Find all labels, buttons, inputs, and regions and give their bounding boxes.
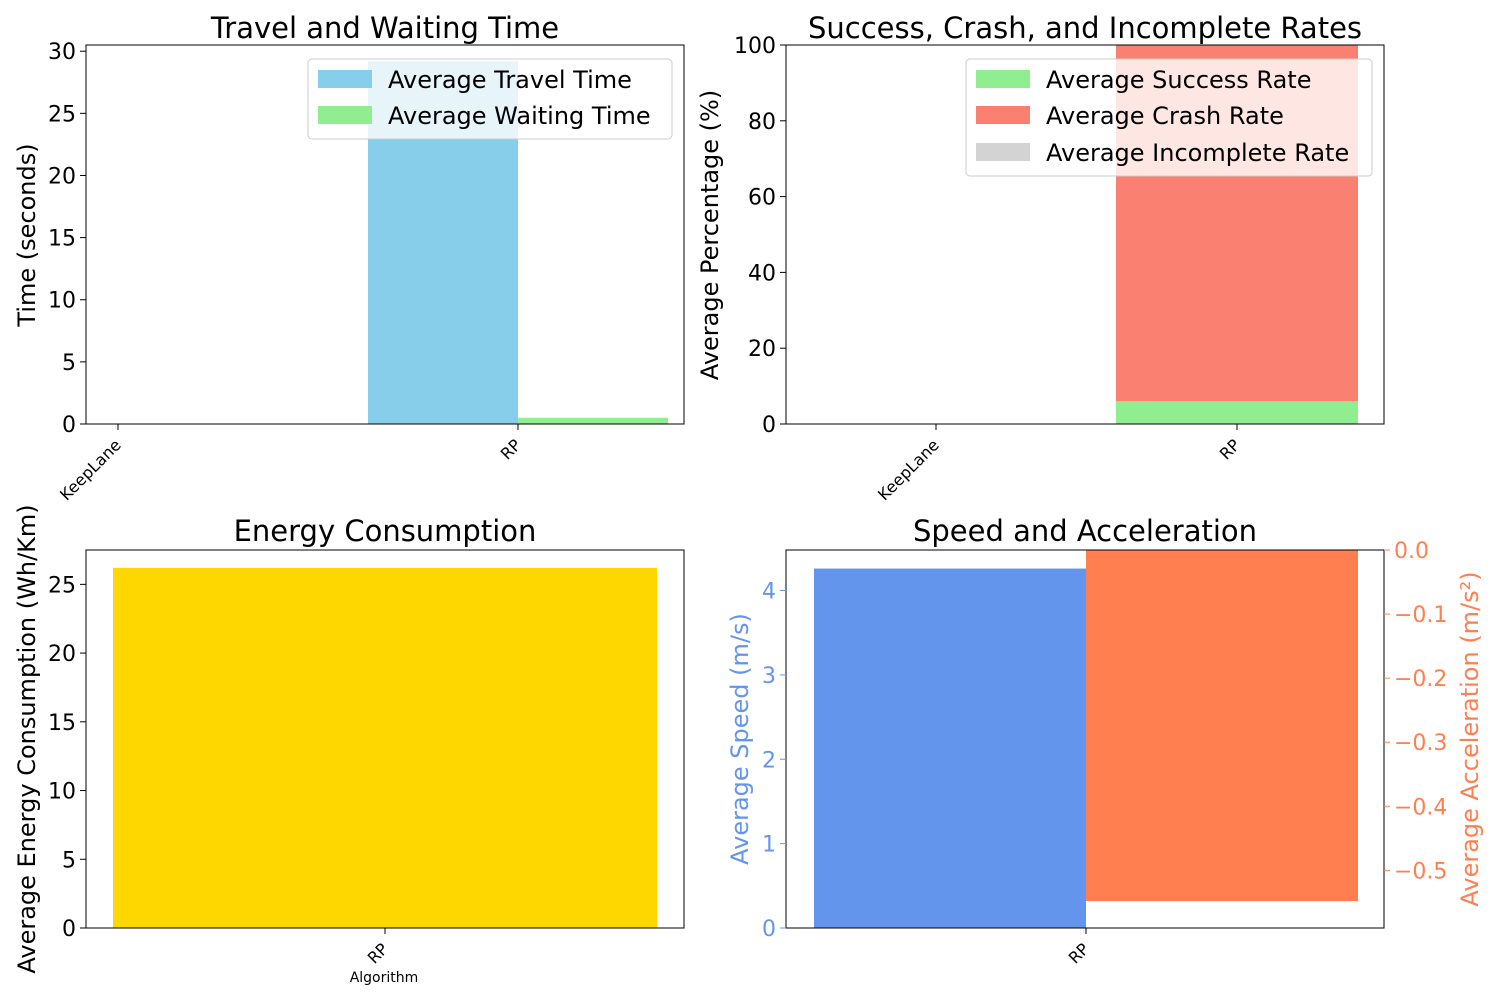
chart-title: Travel and Waiting Time xyxy=(210,11,559,45)
y-tick-label: 4 xyxy=(762,580,776,605)
y-tick-label: 20 xyxy=(48,642,76,667)
y-axis-label-left: Average Speed (m/s) xyxy=(726,613,754,865)
y-tick-label: 25 xyxy=(48,102,76,127)
y-tick-label: 80 xyxy=(748,110,776,135)
legend-swatch-success xyxy=(976,70,1030,88)
bar-RP-success xyxy=(1116,401,1358,424)
x-tick-label: RP xyxy=(364,939,392,967)
plot-frame xyxy=(785,44,1385,425)
y-tick-label: −0.4 xyxy=(1394,795,1447,820)
y-tick-label: 40 xyxy=(748,261,776,286)
y-tick-label: 2 xyxy=(762,748,776,773)
chart-title: Energy Consumption xyxy=(234,514,537,548)
y-tick-label: −0.3 xyxy=(1394,731,1447,756)
legend-swatch-crash xyxy=(976,106,1030,124)
y-tick-label: −0.1 xyxy=(1394,603,1447,628)
y-axis-label: Time (seconds) xyxy=(13,143,41,327)
legend-box xyxy=(965,58,1373,177)
bar-RP-speed xyxy=(814,568,1086,928)
legend-label-success: Average Success Rate xyxy=(1046,66,1311,94)
y-axis-label-right: Average Acceleration (m/s²) xyxy=(1456,571,1484,906)
speed-acceleration-chart: 0 1 2 3 4 0.0 −0.1 −0.2 −0.3 −0.4 −0.5 RP Speed a… xyxy=(726,514,1484,968)
y-tick-label: 15 xyxy=(48,711,76,736)
plot-frame xyxy=(85,44,685,425)
y-tick-label: 10 xyxy=(48,289,76,314)
legend-swatch-waiting xyxy=(318,106,372,124)
x-axis-label: Algorithm xyxy=(350,970,419,986)
legend: Average Travel Time Average Waiting Time xyxy=(307,58,673,140)
rates-chart: 0 20 40 60 80 100 KeepLane RP Success, Crash, … xyxy=(696,11,1385,504)
bar-RP-waiting xyxy=(518,417,668,424)
y-tick-label: 0 xyxy=(62,917,76,942)
y-tick-label: 5 xyxy=(62,351,76,376)
energy-chart: 0 5 10 15 20 25 RP Energy Consumption Average… xyxy=(13,504,685,986)
y-tick-label: 5 xyxy=(62,848,76,873)
y-tick-label: 3 xyxy=(762,664,776,689)
chart-title: Speed and Acceleration xyxy=(913,514,1257,548)
y-axis-label: Average Percentage (%) xyxy=(696,90,724,380)
y-tick-label: 20 xyxy=(748,337,776,362)
travel-waiting-chart: 0 5 10 15 20 25 30 KeepLane RP Travel and Waiti… xyxy=(13,11,685,504)
x-tick-label: RP xyxy=(1216,435,1244,463)
legend-swatch-incomplete xyxy=(976,143,1030,161)
x-tick-label: RP xyxy=(1065,939,1093,967)
y-tick-label: 20 xyxy=(48,164,76,189)
y-tick-label: −0.5 xyxy=(1394,859,1447,884)
y-tick-label: −0.2 xyxy=(1394,667,1447,692)
y-tick-label: 1 xyxy=(762,833,776,858)
y-tick-label: 0 xyxy=(762,413,776,438)
y-tick-label: 10 xyxy=(48,780,76,805)
y-tick-label: 0 xyxy=(62,413,76,438)
y-tick-label: 15 xyxy=(48,227,76,252)
y-tick-label: 60 xyxy=(748,186,776,211)
x-tick-label: KeepLane xyxy=(874,435,943,504)
x-tick-label: KeepLane xyxy=(56,435,125,504)
bar-RP-energy xyxy=(113,567,657,928)
y-tick-label: 0 xyxy=(762,917,776,942)
y-tick-label: 0.0 xyxy=(1394,539,1429,564)
y-axis-label: Average Energy Consumption (Wh/Km) xyxy=(13,504,41,973)
plot-frame xyxy=(785,549,1385,929)
chart-title: Success, Crash, and Incomplete Rates xyxy=(808,11,1362,45)
y-tick-label: 25 xyxy=(48,573,76,598)
legend-label-incomplete: Average Incomplete Rate xyxy=(1046,139,1349,167)
legend-box xyxy=(307,58,673,140)
legend-label-crash: Average Crash Rate xyxy=(1046,102,1284,130)
legend-label-waiting: Average Waiting Time xyxy=(388,102,651,130)
bar-RP-acceleration xyxy=(1086,550,1358,902)
x-tick-label: RP xyxy=(497,435,525,463)
legend: Average Success Rate Average Crash Rate … xyxy=(965,58,1373,177)
legend-label-travel: Average Travel Time xyxy=(388,66,632,94)
legend-swatch-travel xyxy=(318,70,372,88)
y-tick-label: 30 xyxy=(48,40,76,65)
y-tick-label: 100 xyxy=(734,34,776,59)
